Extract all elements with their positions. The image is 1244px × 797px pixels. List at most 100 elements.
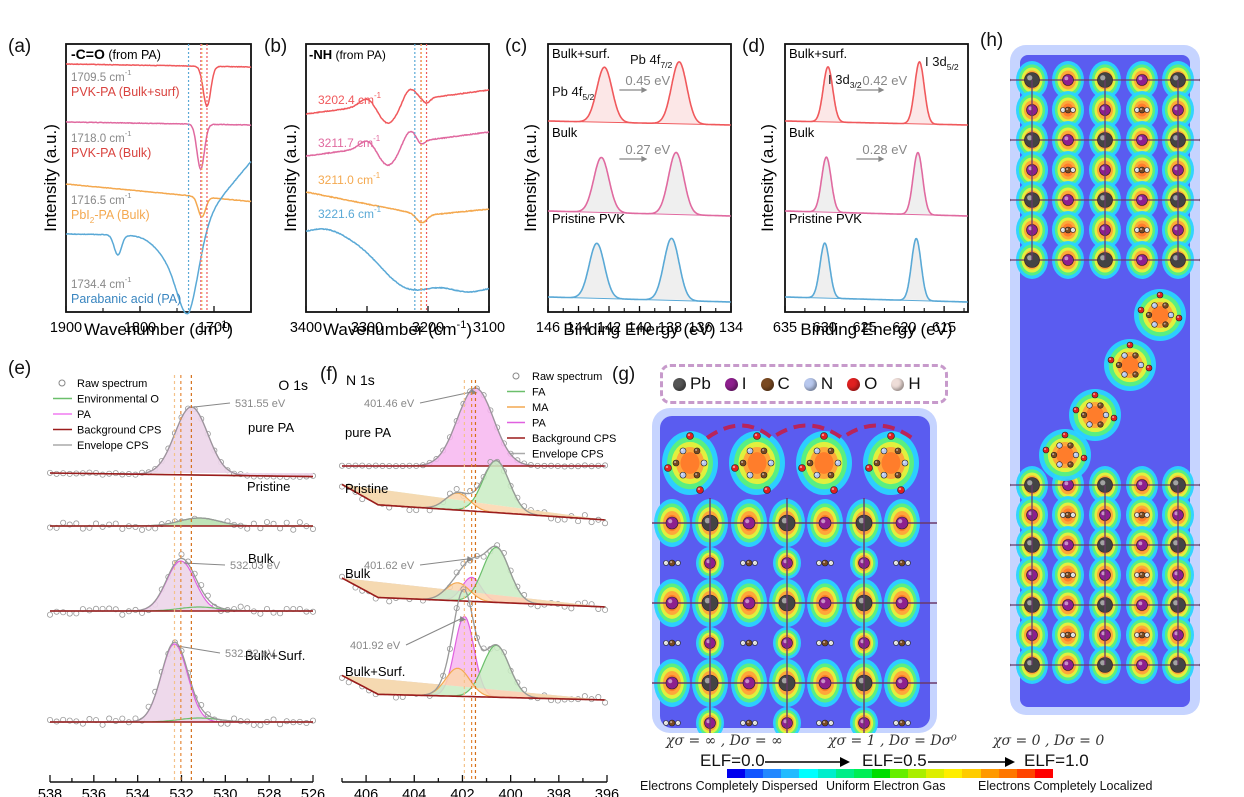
e-raw-point <box>79 720 86 727</box>
elf-h-pb-atom-highlight <box>1173 660 1179 666</box>
elf-h-h-atom-highlight <box>1145 633 1148 636</box>
elf-h-h-atom-highlight <box>1071 513 1074 516</box>
e-raw-point <box>303 720 310 727</box>
e-raw-point <box>106 521 113 528</box>
elf-h-pa-oxygen-highlight <box>1074 408 1077 411</box>
e-tick-label: 530 <box>213 787 237 797</box>
elf-h-pa-atom <box>1072 451 1080 459</box>
elf-g-pa-atom <box>894 447 902 455</box>
elf-h-pa-oxygen-highlight <box>1147 366 1150 369</box>
elf-h-h-atom-highlight <box>1135 633 1138 636</box>
e-raw-point <box>263 519 270 526</box>
atom-c-icon <box>760 377 774 391</box>
e-peak-value: 532.03 eV <box>230 560 281 572</box>
a-ylabel: Intensity (a.u.) <box>41 124 60 232</box>
elf-h-c-atom <box>1064 631 1072 639</box>
elf-h-c-atom <box>1138 631 1146 639</box>
f-peak-value: 401.46 eV <box>364 398 415 410</box>
a-peak-value: 1734.4 cm-1 <box>71 275 131 291</box>
panel-label-e: (e) <box>8 358 32 379</box>
e-raw-point <box>99 523 106 530</box>
elf-g-i-atom <box>895 596 909 610</box>
elf-g-pa-atom-highlight <box>896 473 899 476</box>
colorbar-segment <box>980 769 999 778</box>
elf-g-h-atom <box>675 560 681 566</box>
elf-h-c-atom-highlight <box>1140 573 1143 576</box>
elf-g-pa-atom <box>873 459 881 467</box>
elf-h-h-atom-highlight <box>1061 228 1064 231</box>
e-raw-point <box>309 525 316 532</box>
e-tick-label: 538 <box>38 787 62 797</box>
elf-h-i-atom <box>1136 134 1148 146</box>
elf-g-i-atom <box>818 596 832 610</box>
e-raw-point <box>66 521 73 528</box>
e-peak-pointer <box>194 402 231 408</box>
elf-g-h-atom-highlight <box>906 641 909 644</box>
f-raw-point <box>338 674 345 681</box>
e-raw-point <box>112 606 119 613</box>
atom-n-icon <box>803 377 817 391</box>
elf-condition-0: χσ = ∞ , Dσ = ∞ <box>666 733 783 749</box>
elf-g-h-atom-highlight <box>741 641 744 644</box>
f-peak-pointer <box>419 558 468 566</box>
f-raw-point <box>602 699 609 706</box>
d-series-name: Pristine PVK <box>789 211 862 226</box>
e-raw-point <box>47 611 54 618</box>
e-raw-point <box>47 524 54 531</box>
elf-g-pa-atom-highlight <box>903 461 906 464</box>
atom-legend-label: O <box>864 374 878 393</box>
elf-g-pa-atom-highlight <box>681 448 684 452</box>
elf-h-pa-oxygen <box>1072 406 1080 414</box>
elf-g-h-atom <box>740 560 746 566</box>
f-legend-label: Envelope CPS <box>532 449 604 461</box>
elf-h-pa-atom <box>1167 311 1175 319</box>
elf-condition-2: χσ = 0 , Dσ = 0 <box>993 733 1105 749</box>
elf-g-pa-oxygen-highlight <box>799 465 803 469</box>
d-xlabel: Binding Energy (eV) <box>800 320 952 339</box>
b-peak-value: 3211.7 cm-1 <box>318 134 381 150</box>
elf-g-h-atom-highlight <box>753 561 756 564</box>
d-plot-frame <box>784 43 969 313</box>
elf-h-i-atom-highlight <box>1138 136 1143 141</box>
elf-h-h-atom-highlight <box>1135 228 1138 231</box>
d-shift-arrowhead <box>878 87 885 93</box>
elf-g-h-atom <box>663 720 669 726</box>
elf-g-pa-atom-highlight <box>748 473 751 476</box>
c-series-name: Pristine PVK <box>552 211 625 226</box>
elf-g-c-atom-highlight <box>670 721 673 724</box>
elf-g-h-atom-highlight <box>741 561 744 564</box>
elf-g-pa-atom <box>834 459 842 467</box>
c-xlabel: Binding Energy (eV) <box>563 320 715 339</box>
f-background-line <box>341 674 605 701</box>
a-xlabel: Wavenumber (cm-1) <box>84 319 233 339</box>
b-series-line <box>306 130 490 167</box>
b-peak-value: 3202.4 cm-1 <box>318 91 382 107</box>
elf-h-h-atom <box>1144 227 1150 233</box>
f-raw-point <box>413 507 420 514</box>
elf-h-pa-atom-highlight <box>1122 353 1125 356</box>
elf-g-h-atom <box>752 720 758 726</box>
e-raw-point <box>86 716 93 723</box>
elf-g-pa-oxygen-highlight <box>831 487 835 491</box>
elf-h-pa-oxygen <box>1110 414 1118 422</box>
elf-g-pa-atom-highlight <box>762 448 765 452</box>
elf-h-c-atom <box>1138 226 1146 234</box>
f-raw-point <box>338 573 345 580</box>
elf-g-pa-oxygen-highlight <box>732 465 736 469</box>
elf-g-c-atom <box>668 559 676 567</box>
colorbar-segment <box>835 769 854 778</box>
colorbar-segment <box>817 769 836 778</box>
d-tick-label: 620 <box>892 320 916 336</box>
elf-h-i-atom <box>1062 134 1074 146</box>
elf-h-h-atom <box>1070 107 1076 113</box>
elf-g-c-atom <box>898 639 906 647</box>
elf-h-pa-atom-highlight <box>1152 322 1155 325</box>
elf-h-pa-atom <box>1067 461 1074 468</box>
elf-h-i-atom-highlight <box>1064 196 1069 201</box>
colorbar-segment <box>727 769 746 778</box>
elf-h-i-atom-highlight <box>1138 601 1143 606</box>
elf-h-c-atom <box>1138 571 1146 579</box>
e-peak-value: 532.32 eV <box>225 648 276 660</box>
e-raw-point <box>132 523 139 530</box>
elf-g-h-atom <box>905 560 911 566</box>
